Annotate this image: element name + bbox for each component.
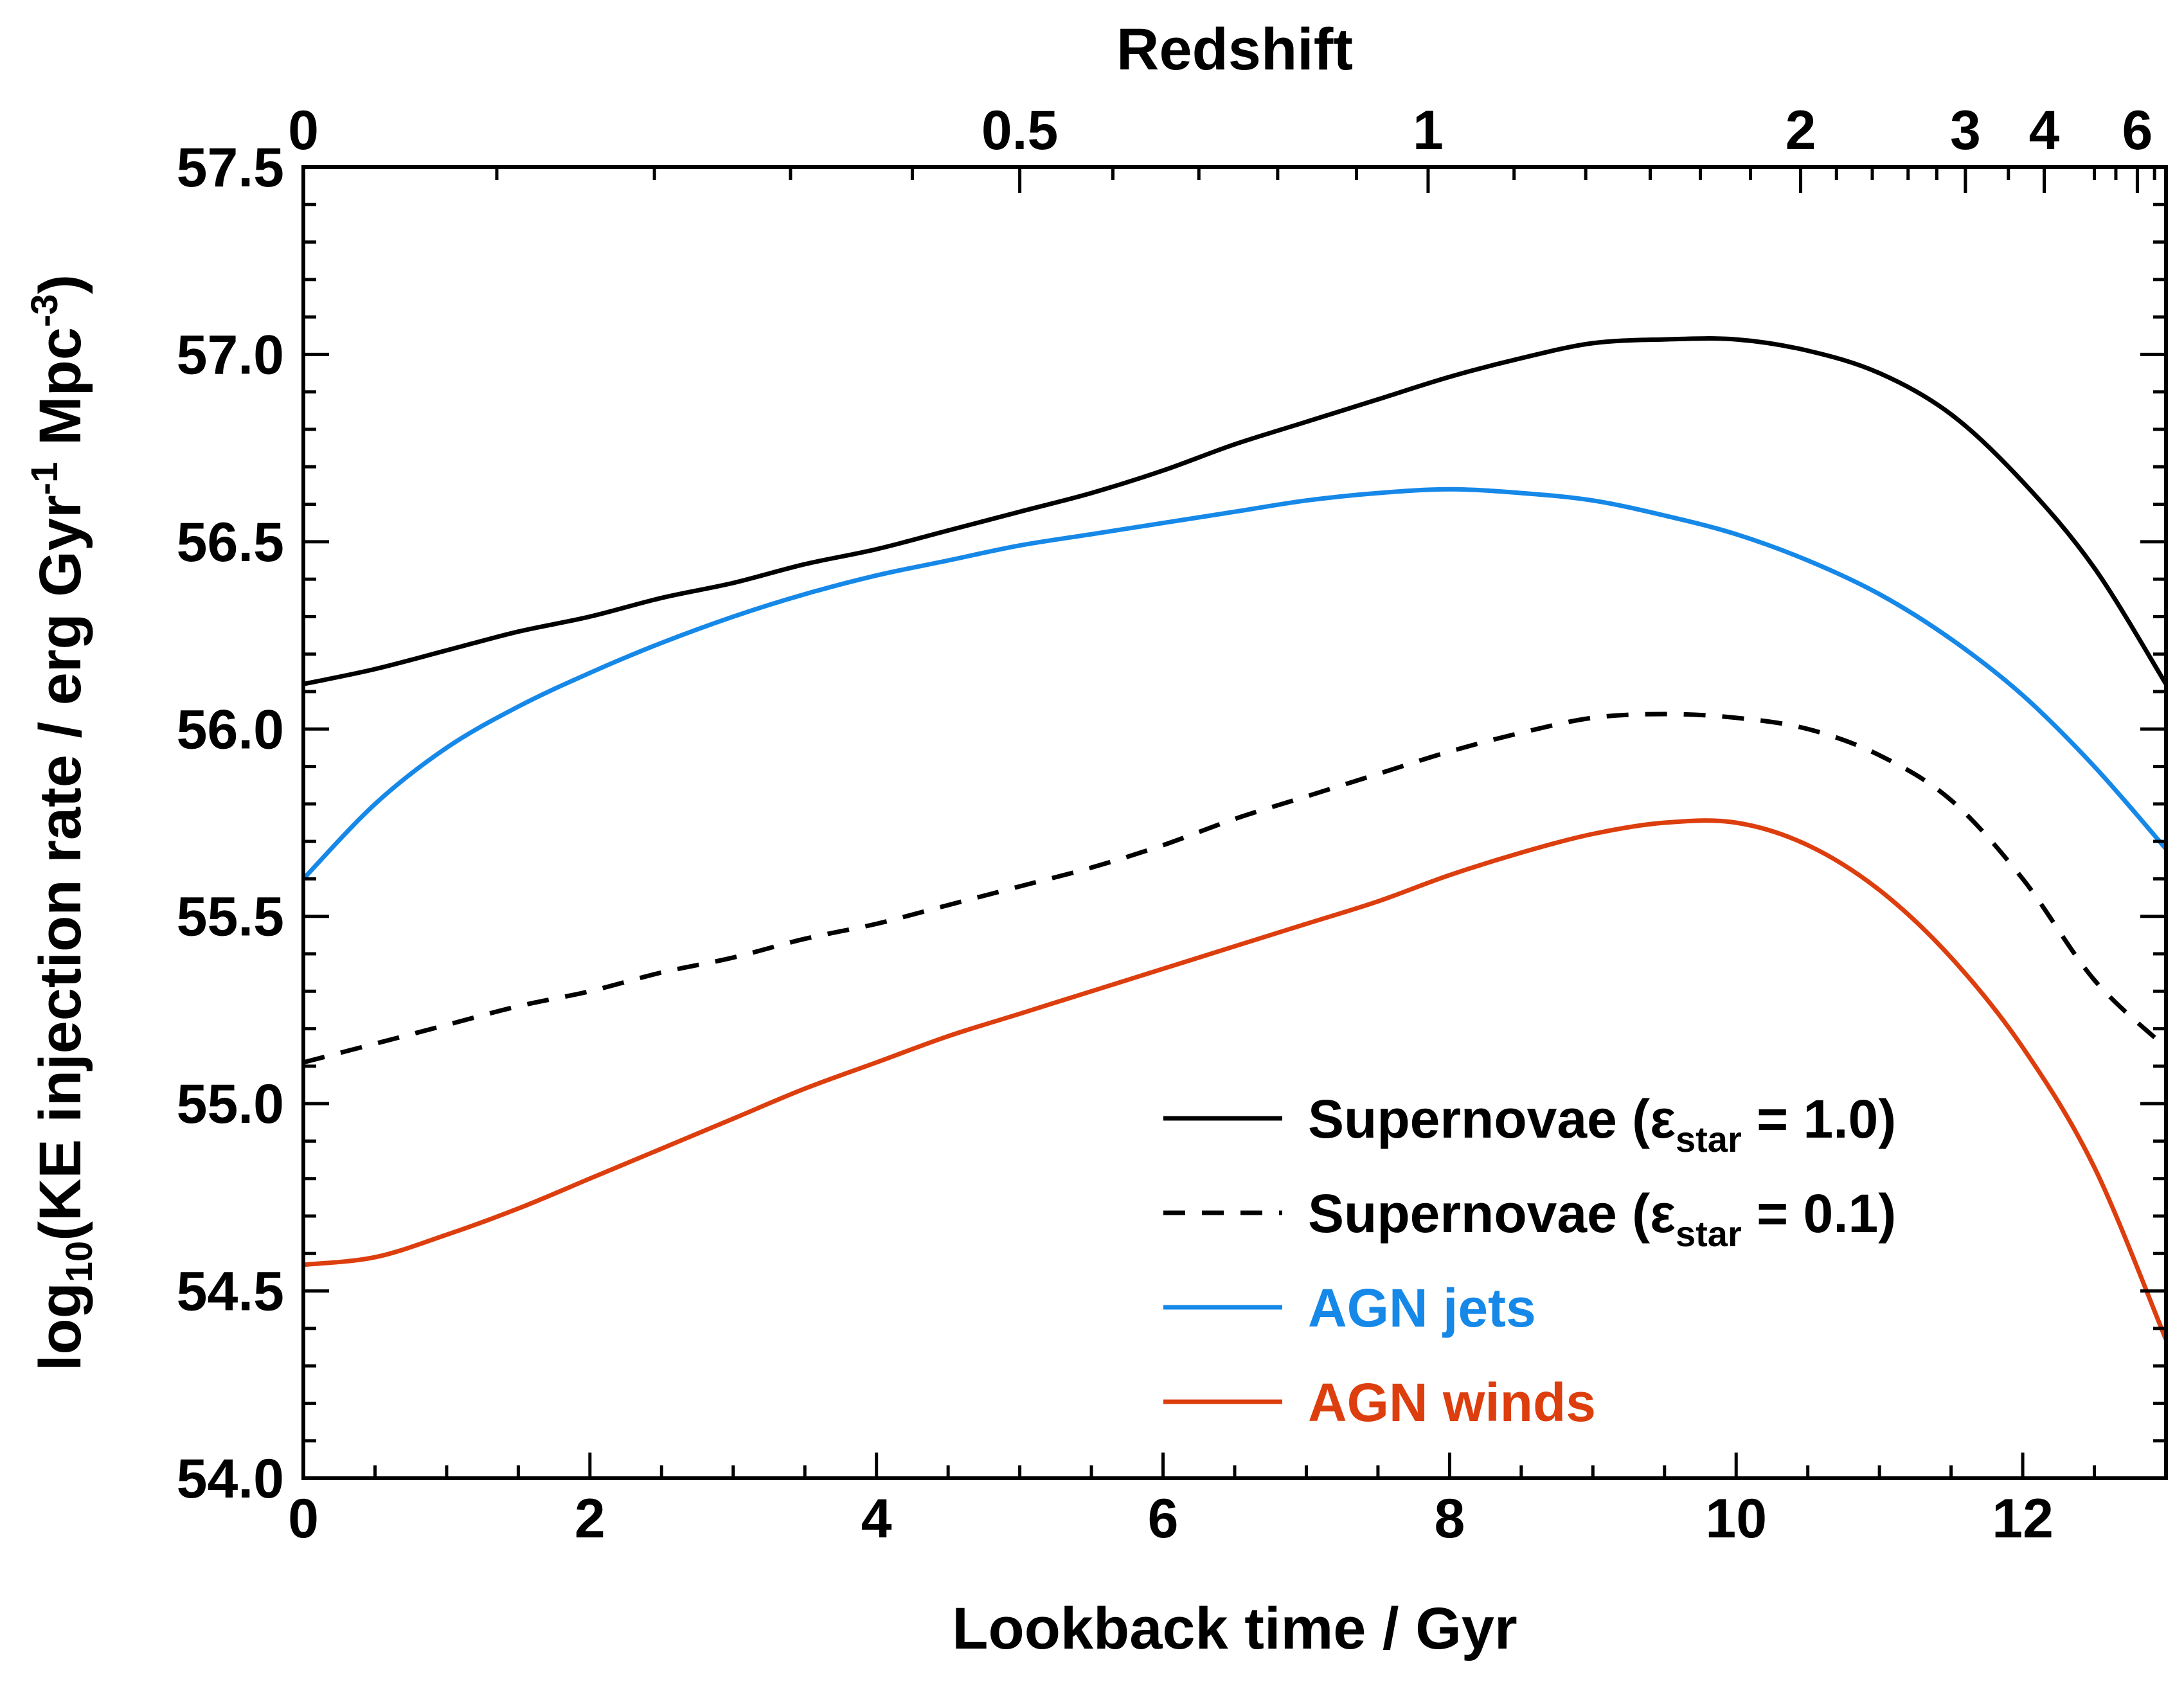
y-tick-label: 55.5 bbox=[177, 886, 284, 948]
series-line-supernovae-star-1-0 bbox=[303, 336, 2166, 686]
y-tick-label: 55.0 bbox=[177, 1073, 284, 1135]
x-tick-label: 0 bbox=[288, 1488, 319, 1550]
redshift-tick-label: 1 bbox=[1413, 100, 1444, 161]
redshift-tick-label: 6 bbox=[2122, 100, 2153, 161]
series-line-agn-winds bbox=[303, 818, 2166, 1341]
x-axis-title: Lookback time / Gyr bbox=[952, 1596, 1517, 1661]
x-tick-label: 8 bbox=[1434, 1488, 1465, 1550]
y-tick-label: 54.0 bbox=[177, 1448, 284, 1510]
legend-label: Supernovae (εstar = 0.1) bbox=[1308, 1183, 1896, 1254]
y-tick-label: 56.0 bbox=[177, 699, 284, 760]
y-tick-label: 57.5 bbox=[177, 137, 284, 199]
x-tick-label: 2 bbox=[575, 1488, 605, 1550]
redshift-tick-label: 3 bbox=[1950, 100, 1981, 161]
y-axis-title: log10​(KE injection rate / erg Gyr-1​ Mp… bbox=[24, 274, 100, 1371]
plot-frame bbox=[301, 165, 2168, 1480]
series-line-agn-jets bbox=[303, 487, 2166, 881]
legend-label: Supernovae (εstar = 1.0) bbox=[1308, 1089, 1896, 1159]
legend-label: AGN winds bbox=[1308, 1372, 1596, 1433]
series-line-supernovae-star-0-1 bbox=[303, 711, 2166, 1065]
top-axis-title: Redshift bbox=[1116, 17, 1353, 82]
y-tick-label: 56.5 bbox=[177, 512, 284, 573]
redshift-tick-label: 0.5 bbox=[981, 100, 1059, 161]
x-tick-label: 6 bbox=[1148, 1488, 1179, 1550]
redshift-tick-label: 0 bbox=[288, 100, 319, 161]
x-tick-label: 12 bbox=[1992, 1488, 2054, 1550]
x-tick-label: 10 bbox=[1705, 1488, 1767, 1550]
y-tick-label: 54.5 bbox=[177, 1261, 284, 1323]
x-tick-label: 4 bbox=[861, 1488, 892, 1550]
redshift-tick-label: 4 bbox=[2029, 100, 2060, 161]
redshift-tick-label: 2 bbox=[1786, 100, 1816, 161]
legend-label: AGN jets bbox=[1308, 1278, 1536, 1338]
y-tick-label: 57.0 bbox=[177, 324, 284, 386]
